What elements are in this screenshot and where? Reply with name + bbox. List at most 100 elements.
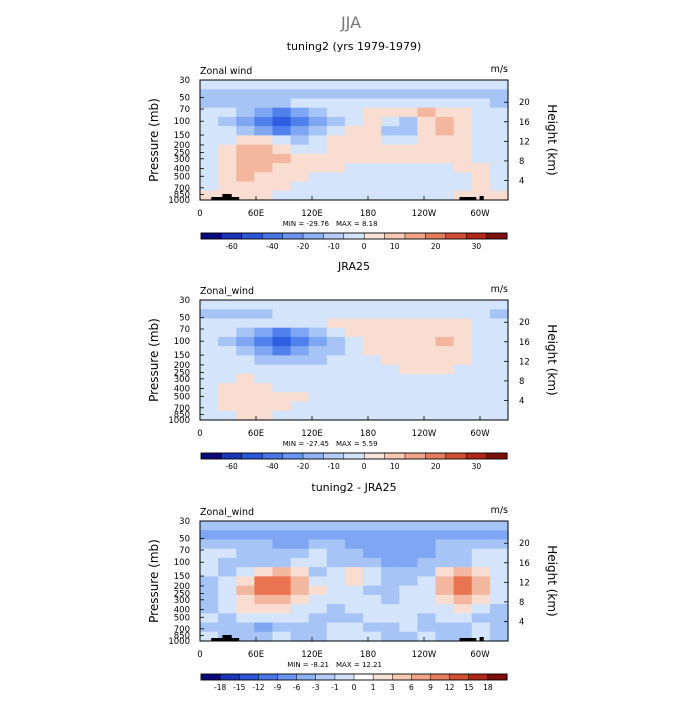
- field-cell: [381, 80, 400, 90]
- field-cell: [381, 410, 400, 421]
- x-tick-label: 0: [197, 209, 202, 219]
- field-cell: [326, 181, 346, 192]
- field-cell: [200, 80, 219, 90]
- height-tick-label: 4: [519, 176, 524, 186]
- field-cell: [254, 89, 274, 100]
- field-cell: [363, 144, 382, 155]
- field-cell: [417, 89, 437, 100]
- field-cell: [308, 153, 328, 164]
- field-cell: [399, 373, 419, 384]
- field-cell: [272, 383, 292, 393]
- y-tick-label: 850: [174, 631, 190, 641]
- field-cell: [308, 318, 328, 329]
- field-cell: [254, 163, 274, 173]
- field-cell: [326, 585, 346, 596]
- field-cell: [308, 401, 328, 412]
- colorbar-segment: [221, 452, 243, 460]
- field-cell: [435, 594, 455, 605]
- field-cell: [399, 153, 419, 164]
- field-cell: [453, 631, 473, 642]
- field-cell: [417, 373, 437, 384]
- field-cell: [399, 135, 419, 146]
- field-cell: [435, 364, 455, 375]
- field-cell: [272, 163, 292, 173]
- y-axis-label-right: Height (km): [545, 104, 559, 175]
- plot-frame: [199, 79, 509, 201]
- field-cell: [218, 163, 237, 173]
- field-cell: [326, 594, 346, 605]
- field-cell: [417, 327, 437, 338]
- field-cell: [344, 300, 364, 310]
- field-cell: [344, 318, 364, 329]
- field-cell: [308, 190, 328, 201]
- units-label: m/s: [491, 505, 508, 516]
- field-cell: [435, 622, 455, 633]
- field-cell: [272, 144, 292, 155]
- field-cell: [218, 116, 237, 127]
- field-cell: [453, 98, 473, 109]
- field-cell: [200, 410, 219, 421]
- field-cell: [489, 392, 509, 403]
- field-cell: [254, 98, 274, 109]
- field-cell: [254, 107, 274, 118]
- field-cell: [453, 300, 473, 310]
- field-cell: [399, 190, 419, 201]
- field-cell: [453, 521, 473, 531]
- colorbar-segment: [261, 452, 284, 460]
- field-cell: [363, 327, 382, 338]
- field-cell: [272, 539, 292, 550]
- field-cell: [471, 80, 491, 90]
- colorbar-label: -20: [297, 242, 309, 251]
- field-cell: [272, 300, 292, 310]
- topography-block: [480, 196, 484, 200]
- field-cell: [326, 80, 346, 90]
- field-cell: [471, 631, 491, 642]
- field-cell: [417, 364, 437, 375]
- field-cell: [417, 309, 437, 320]
- field-cell: [381, 327, 400, 338]
- colorbar-segment: [363, 232, 386, 240]
- colorbar-segment: [465, 452, 488, 460]
- y-tick-label: 300: [174, 375, 190, 385]
- colorbar-label: -15: [233, 683, 245, 692]
- height-tick-label: 12: [519, 137, 530, 147]
- field-cell: [471, 613, 491, 624]
- field-cell: [471, 392, 491, 403]
- field-cell: [471, 594, 491, 605]
- field-cell: [272, 80, 292, 90]
- colorbar-segment: [282, 452, 304, 460]
- field-cell: [308, 383, 328, 393]
- field-cell: [236, 318, 255, 329]
- field-cell: [344, 548, 364, 559]
- field-cell: [308, 530, 328, 541]
- field-cell: [236, 604, 255, 614]
- field-cell: [489, 530, 509, 541]
- field-cell: [308, 557, 328, 568]
- field-cell: [326, 383, 346, 393]
- field-cell: [254, 327, 274, 338]
- field-cell: [326, 557, 346, 568]
- field-cell: [344, 144, 364, 155]
- field-cell: [489, 622, 509, 633]
- field-cell: [417, 163, 437, 173]
- field-cell: [218, 576, 237, 587]
- field-cell: [453, 401, 473, 412]
- field-cell: [290, 126, 310, 136]
- field-cell: [290, 604, 310, 614]
- x-tick-label: 0: [197, 429, 202, 439]
- colorbar-segment: [241, 232, 263, 240]
- field-cell: [417, 539, 437, 550]
- field-cell: [200, 539, 219, 550]
- field-cell: [489, 336, 509, 347]
- field-cell: [272, 153, 292, 164]
- field-cell: [435, 181, 455, 192]
- field-cell: [200, 107, 219, 118]
- field-cell: [381, 401, 400, 412]
- height-tick-label: 20: [519, 318, 530, 328]
- field-cell: [435, 346, 455, 356]
- field-cell: [236, 585, 255, 596]
- colorbar-segment: [445, 452, 467, 460]
- field-cell: [417, 567, 437, 577]
- x-tick-label: 180: [360, 209, 376, 219]
- x-tick-label: 120W: [412, 650, 437, 660]
